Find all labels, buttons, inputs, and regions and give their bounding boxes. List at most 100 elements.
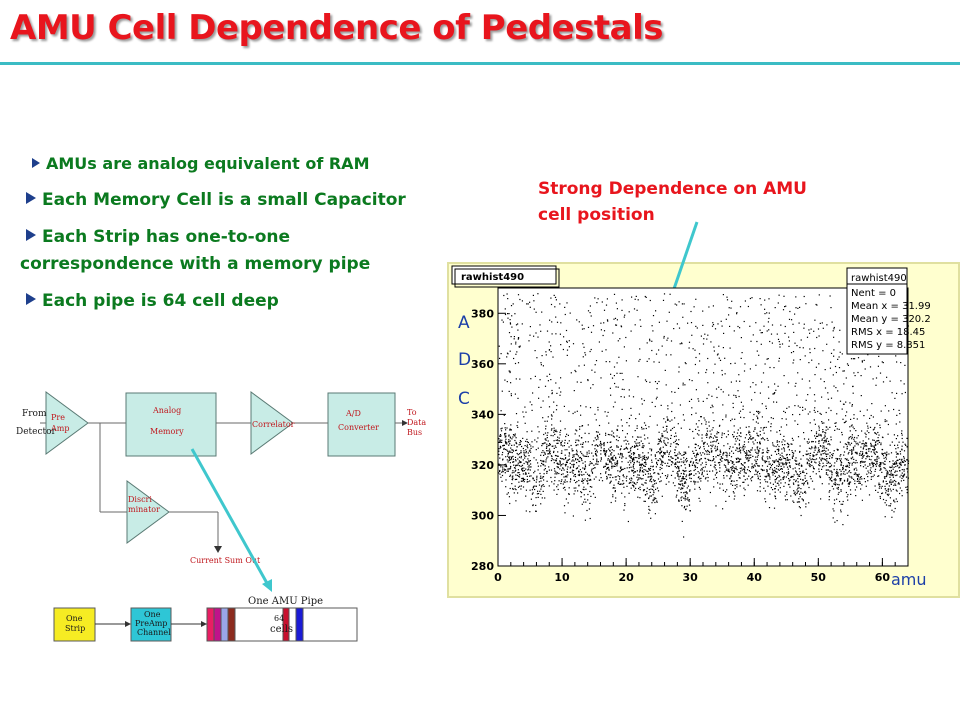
scatter-point [778,480,780,482]
scatter-point [870,459,872,461]
scatter-point [540,475,542,477]
scatter-point [658,380,660,383]
scatter-point [645,456,647,458]
scatter-point [872,462,874,464]
scatter-point [732,491,734,493]
scatter-point [840,463,842,465]
scatter-point [774,469,776,471]
scatter-point [551,392,553,394]
scatter-point [544,438,546,440]
scatter-point [826,462,828,464]
scatter-point [516,452,518,455]
scatter-point [624,467,626,470]
scatter-point [684,491,686,493]
scatter-point [683,492,685,494]
scatter-point [660,437,662,439]
scatter-point [895,481,897,483]
scatter-point [705,423,707,425]
scatter-point [520,457,522,459]
scatter-point [884,477,886,479]
scatter-point [527,447,529,449]
scatter-point [688,446,690,448]
scatter-point [755,364,757,366]
scatter-point [833,479,835,481]
scatter-point [679,475,681,477]
scatter-point [600,322,602,324]
scatter-point [807,394,809,396]
scatter-point [830,397,833,399]
scatter-point [802,470,804,472]
scatter-point [623,509,625,511]
scatter-point [573,479,575,481]
scatter-point [830,352,833,354]
scatter-point [551,424,553,426]
scatter-point [853,414,855,416]
scatter-point [768,474,770,476]
scatter-point [744,469,746,471]
scatter-point [851,434,853,436]
scatter-point [509,322,511,324]
scatter-point [787,443,789,445]
scatter-point [762,372,765,374]
scatter-point [856,462,858,464]
scatter-point [507,313,509,315]
scatter-point [548,445,550,447]
scatter-point [715,441,717,443]
scatter-point [512,488,514,490]
scatter-point [835,483,837,485]
scatter-point [714,474,716,476]
scatter-point [499,470,501,472]
scatter-point [678,439,680,441]
scatter-point [792,500,794,502]
scatter-point [750,435,752,437]
scatter-point [772,460,774,462]
scatter-point [814,459,816,461]
scatter-point [871,455,873,457]
scatter-point [697,471,699,473]
scatter-point [613,366,616,368]
scatter-point [689,489,691,491]
scatter-point [512,449,514,451]
scatter-point [900,474,902,476]
scatter-point [880,463,882,465]
scatter-point [731,450,733,452]
scatter-point [568,340,570,342]
scatter-point [556,455,558,457]
scatter-point [527,469,529,471]
scatter-point [886,483,889,485]
scatter-point [648,489,650,491]
scatter-point [587,424,589,426]
scatter-point [657,451,659,453]
scatter-point [614,462,616,464]
scatter-point [661,464,663,466]
scatter-point [570,479,572,481]
scatter-point [809,352,811,354]
scatter-point [509,323,512,325]
scatter-point [576,454,578,456]
x-tick-label: 60 [875,571,891,584]
scatter-point [856,486,858,488]
scatter-point [634,298,636,300]
scatter-point [688,463,690,466]
scatter-point [751,438,753,440]
scatter-point [833,385,835,387]
scatter-point [576,430,578,432]
scatter-point [849,426,851,428]
scatter-point [733,492,735,494]
scatter-point [783,457,785,459]
scatter-point [836,468,838,471]
scatter-point [733,480,735,482]
scatter-point [520,450,522,452]
scatter-point [695,325,697,327]
scatter-point [587,379,589,382]
scatter-point [513,357,515,360]
scatter-point [725,416,727,418]
scatter-point [619,338,621,340]
scatter-point [778,458,780,460]
scatter-point [878,434,880,436]
scatter-point [875,489,877,491]
scatter-point [539,477,541,479]
scatter-point [814,461,816,463]
scatter-point [685,476,687,478]
scatter-point [594,437,596,439]
